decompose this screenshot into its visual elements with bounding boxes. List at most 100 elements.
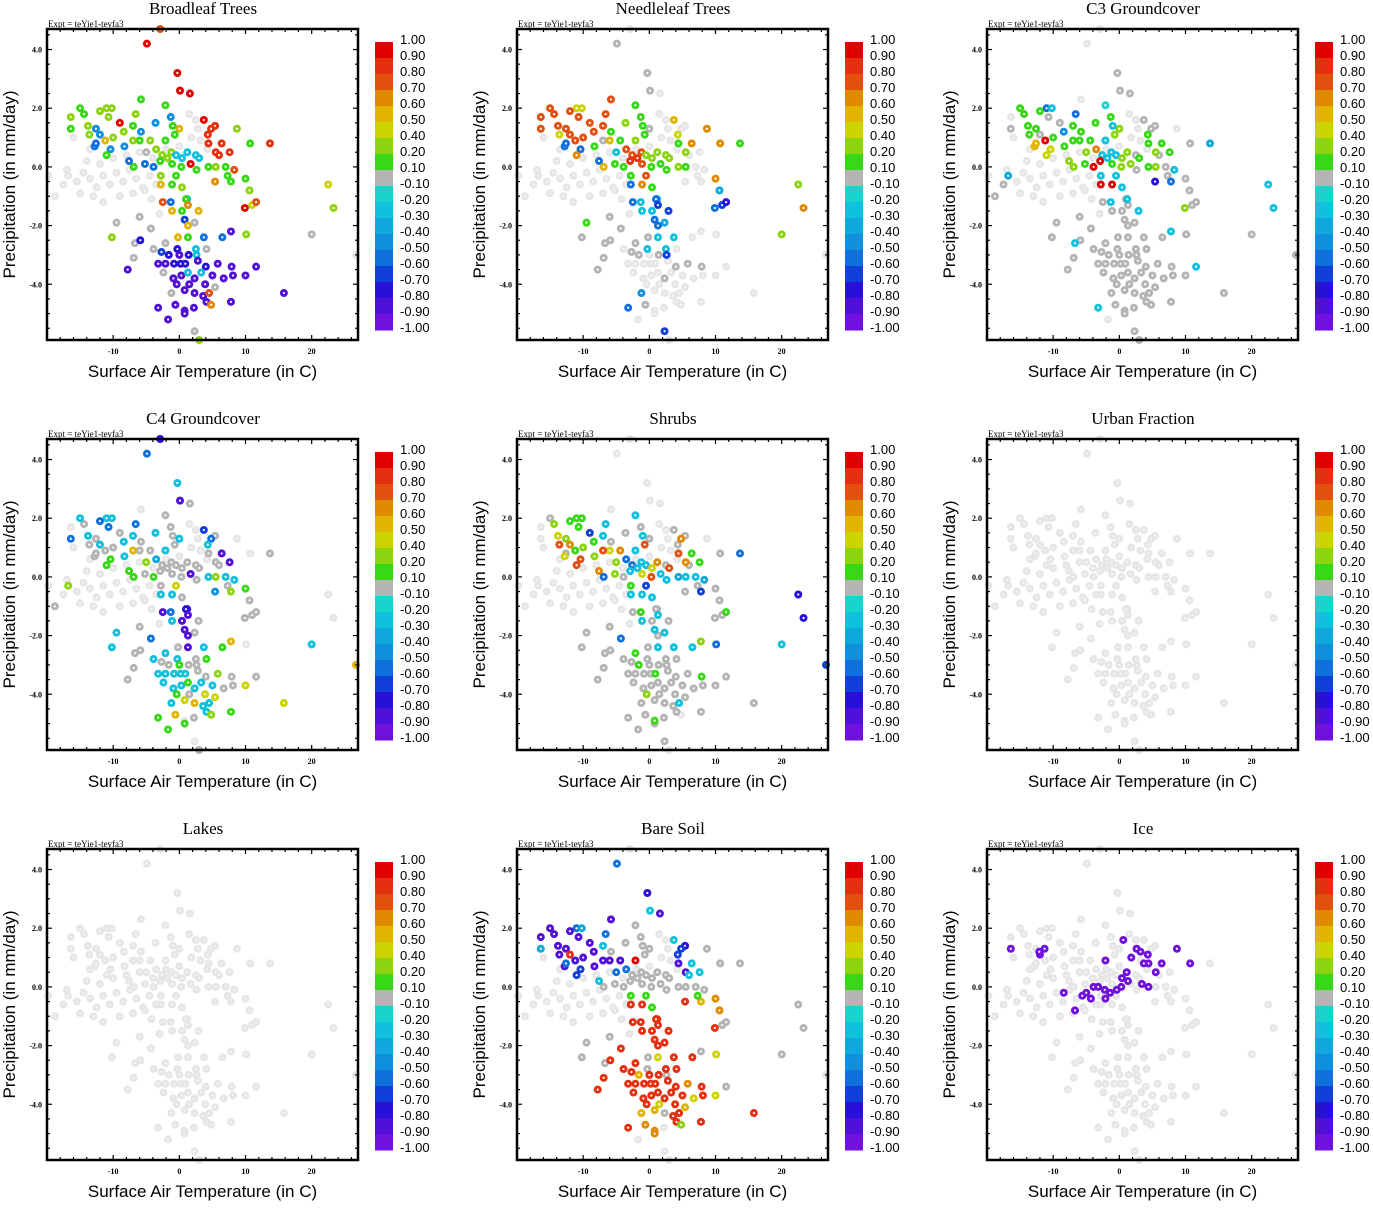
data-point bbox=[1071, 239, 1079, 247]
y-tick-label: -2.0 bbox=[29, 632, 42, 641]
data-point bbox=[137, 128, 145, 136]
colorbar-swatch bbox=[375, 234, 393, 251]
colorbar-swatch bbox=[1315, 612, 1333, 629]
data-point bbox=[169, 942, 177, 950]
data-point bbox=[197, 1089, 205, 1097]
data-point bbox=[181, 310, 189, 318]
data-point bbox=[613, 450, 621, 458]
data-point bbox=[200, 936, 208, 944]
data-point bbox=[600, 254, 608, 262]
data-point bbox=[1081, 1006, 1089, 1014]
data-point bbox=[1087, 995, 1095, 1003]
data-point bbox=[178, 593, 186, 601]
data-point bbox=[1099, 1018, 1107, 1026]
x-tick-label: -10 bbox=[578, 757, 589, 766]
data-point bbox=[1000, 1001, 1008, 1009]
data-point bbox=[85, 131, 93, 139]
data-point bbox=[184, 1089, 192, 1097]
data-point bbox=[682, 148, 690, 156]
colorbar-label: -0.30 bbox=[870, 618, 900, 633]
data-point bbox=[697, 1118, 705, 1126]
data-point bbox=[629, 198, 637, 206]
data-point bbox=[550, 930, 558, 938]
data-point bbox=[549, 989, 557, 997]
colorbar-label: 1.00 bbox=[870, 32, 895, 47]
data-point bbox=[190, 304, 198, 312]
data-point bbox=[638, 1001, 646, 1009]
data-point bbox=[1148, 681, 1156, 689]
colorbar-label: 0.40 bbox=[400, 538, 425, 553]
data-point bbox=[1124, 233, 1132, 241]
data-point bbox=[620, 245, 628, 253]
data-point bbox=[67, 113, 75, 121]
data-point bbox=[674, 959, 682, 967]
data-point bbox=[1056, 529, 1064, 537]
data-point bbox=[627, 658, 635, 666]
data-point bbox=[230, 576, 238, 584]
colorbar-label: 0.50 bbox=[400, 932, 425, 947]
data-point bbox=[647, 163, 655, 171]
data-point bbox=[1072, 110, 1080, 118]
data-point bbox=[1192, 1083, 1200, 1091]
data-point bbox=[159, 1089, 167, 1097]
data-point bbox=[175, 535, 183, 543]
data-point bbox=[197, 269, 205, 277]
data-point bbox=[146, 546, 154, 554]
data-point bbox=[670, 1053, 678, 1061]
data-point bbox=[553, 157, 561, 165]
data-point bbox=[1182, 585, 1190, 593]
data-point bbox=[168, 591, 176, 599]
data-point bbox=[1248, 230, 1256, 238]
data-point bbox=[159, 269, 167, 277]
x-tick-label: 0 bbox=[647, 757, 651, 766]
data-point bbox=[589, 998, 597, 1006]
data-point bbox=[1072, 175, 1080, 183]
data-point bbox=[177, 983, 185, 991]
data-point bbox=[582, 579, 590, 587]
data-point bbox=[1158, 643, 1166, 651]
y-axis-label: Precipitation (in mm/day) bbox=[940, 910, 959, 1098]
experiment-label: Expt = teYie1-teyfa3 bbox=[48, 19, 124, 29]
data-point bbox=[611, 1006, 619, 1014]
data-point bbox=[620, 655, 628, 663]
data-point bbox=[116, 939, 124, 947]
colorbar-label: 0.80 bbox=[400, 64, 425, 79]
colorbar-label: 0.50 bbox=[1340, 932, 1365, 947]
data-point bbox=[184, 201, 192, 209]
data-point bbox=[1132, 116, 1140, 124]
data-point bbox=[681, 693, 689, 701]
colorbar: 1.000.900.800.700.600.500.400.200.10-0.1… bbox=[845, 442, 900, 745]
data-point bbox=[1137, 269, 1145, 277]
data-point bbox=[1168, 263, 1176, 271]
colorbar-swatch bbox=[375, 1054, 393, 1071]
data-point bbox=[1160, 684, 1168, 692]
data-point bbox=[671, 690, 679, 698]
colorbar-swatch bbox=[375, 516, 393, 533]
data-point bbox=[1140, 959, 1148, 967]
data-point bbox=[722, 198, 730, 206]
data-point bbox=[624, 1124, 632, 1132]
data-point bbox=[1145, 699, 1153, 707]
data-point bbox=[613, 860, 621, 868]
data-point bbox=[161, 649, 169, 657]
data-point bbox=[1007, 535, 1015, 543]
data-point bbox=[205, 699, 213, 707]
data-point bbox=[324, 1001, 332, 1009]
colorbar-swatch bbox=[845, 170, 863, 187]
data-point bbox=[1096, 567, 1104, 575]
data-point bbox=[579, 954, 587, 962]
data-point bbox=[559, 602, 567, 610]
colorbar-label: 0.40 bbox=[400, 128, 425, 143]
data-point bbox=[594, 1086, 602, 1094]
data-point bbox=[193, 986, 201, 994]
data-point bbox=[661, 737, 669, 745]
x-tick-label: 0 bbox=[1117, 1167, 1121, 1176]
data-point bbox=[1096, 157, 1104, 165]
data-point bbox=[1009, 134, 1017, 142]
data-point bbox=[663, 986, 671, 994]
colorbar-label: -0.30 bbox=[400, 208, 430, 223]
data-point bbox=[1125, 520, 1133, 528]
data-point bbox=[641, 541, 649, 549]
